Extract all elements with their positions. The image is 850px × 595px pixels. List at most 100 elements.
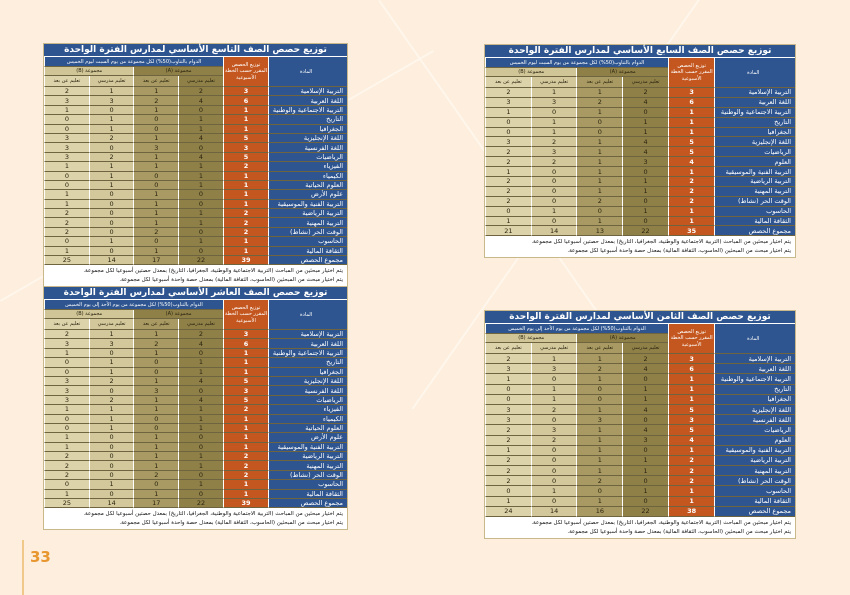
group-b-remote: 1: [44, 433, 89, 443]
group-a-in-school: 1: [622, 455, 668, 467]
group-b-in-school: 0: [530, 177, 577, 187]
table-title: توزيع حصص الصف السابع الأساسي لمدارس الف…: [485, 45, 795, 58]
group-b-remote: 2: [485, 425, 531, 436]
group-b-in-school: 1: [88, 87, 134, 97]
table-row: الكيمياء 1 1 0 1 0: [44, 171, 347, 181]
group-b-in-school: 1: [530, 88, 577, 98]
group-b-in-school: 0: [530, 445, 577, 456]
group-a-remote: 0: [133, 367, 179, 377]
in-school-header: تعليم مدرسي: [88, 76, 134, 87]
subject-name: الرياضيات: [714, 147, 795, 158]
subject-name: الحاسوب: [268, 237, 347, 247]
table-row: التربية الإسلامية 3 2 1 1 2: [485, 88, 795, 98]
group-b-remote: 2: [44, 87, 89, 97]
group-a-remote: 0: [576, 206, 623, 217]
group-a-remote: 0: [576, 394, 623, 405]
group-a-in-school: 4: [178, 96, 223, 106]
group-a-in-school: 1: [622, 177, 668, 187]
remote-header: تعليم عن بعد: [485, 77, 531, 88]
group-b-in-school: 1: [88, 480, 134, 490]
group-a-in-school: 0: [622, 167, 668, 178]
group-a-in-school: 0: [622, 496, 668, 507]
group-b-in-school: 1: [530, 206, 577, 217]
group-b-remote: 1: [44, 442, 89, 453]
table-row: الرياضيات 5 4 1 2 3: [44, 395, 347, 406]
group-a-remote: 2: [133, 227, 179, 238]
group-b-in-school: 1: [530, 354, 577, 365]
weekly-total: 2: [222, 227, 269, 238]
weekly-total: 1: [667, 127, 715, 138]
weekly-total: 3: [222, 143, 269, 153]
table-row: التربية الاجتماعية والوطنية 1 0 1 0 1: [44, 348, 347, 359]
table-row: اللغة العربية 6 4 2 3 3: [44, 96, 347, 106]
group-a-in-school: 1: [178, 358, 223, 368]
group-a-remote: 2: [576, 476, 623, 487]
table-row: الحاسوب 1 1 0 1 0: [485, 206, 795, 217]
subject-name: الرياضيات: [268, 152, 347, 163]
group-names: مجموعة (A) مجموعة (B): [44, 310, 223, 319]
subject-name: التربية الرياضية: [268, 209, 347, 219]
subject-name: التربية الرياضية: [714, 455, 795, 467]
group-a-remote: 1: [133, 348, 179, 359]
table-row: اللغة الإنجليزية 5 4 1 2 3: [485, 404, 795, 416]
subject-name: الجغرافيا: [714, 394, 795, 405]
group-a-remote: 1: [133, 461, 179, 471]
table-row: التربية الرياضية 2 1 1 0 2: [485, 177, 795, 187]
group-a-remote: 1: [133, 199, 179, 210]
weekly-total: 2: [222, 218, 269, 228]
group-a-in-school: 4: [622, 364, 668, 375]
remote-header: تعليم عن بعد: [485, 343, 531, 354]
group-b-in-school: 0: [88, 489, 134, 500]
group-a-remote: 1: [133, 152, 179, 163]
remote-header: تعليم عن بعد: [133, 319, 179, 330]
group-a-remote: 1: [133, 376, 179, 387]
group-b-in-school: 14: [88, 499, 134, 509]
page-number-bar: [22, 540, 24, 595]
group-b-in-school: 2: [88, 133, 134, 144]
group-a-remote: 16: [576, 506, 623, 517]
group-b-remote: 2: [44, 330, 89, 340]
table-row: التربية الفنية والموسيقية 1 0 1 0 1: [485, 167, 795, 178]
subject-header: المادة: [268, 57, 347, 87]
group-b-remote: 2: [485, 177, 531, 187]
subject-name: العلوم: [714, 435, 795, 446]
subject-name: التربية الاجتماعية والوطنية: [714, 374, 795, 385]
group-b-in-school: 0: [88, 470, 134, 481]
group-b-in-school: 0: [88, 461, 134, 471]
group-b-remote: 0: [44, 480, 89, 490]
in-school-header: تعليم مدرسي: [530, 343, 577, 354]
table-row: اللغة الفرنسية 3 0 3 0 3: [485, 415, 795, 426]
weekly-total: 39: [222, 499, 269, 509]
mode-headers: تعليم مدرسي تعليم عن بعد تعليم مدرسي تعليم …: [44, 319, 223, 330]
group-b-in-school: 2: [88, 152, 134, 163]
grade-8-schedule-table: توزيع حصص الصف الثامن الأساسي لمدارس الف…: [484, 310, 796, 540]
subject-name: التربية الفنية والموسيقية: [268, 442, 347, 453]
weekly-total: 4: [667, 435, 715, 446]
group-b-in-school: 3: [88, 96, 134, 106]
group-b-remote: 21: [485, 226, 531, 237]
group-b-remote: 1: [44, 489, 89, 500]
subject-name: مجموع الحصص: [714, 506, 795, 517]
subject-name: اللغة العربية: [714, 364, 795, 375]
table-row: التربية الاجتماعية والوطنية 1 0 1 0 1: [44, 105, 347, 116]
group-b-in-school: 0: [530, 496, 577, 507]
subject-name: الكيمياء: [268, 171, 347, 181]
group-b-in-school: 0: [530, 476, 577, 487]
weekly-total: 1: [667, 374, 715, 385]
group-a-in-school: 1: [178, 461, 223, 471]
table-row: الوقت الحر (نشاط) 2 0 2 0 2: [44, 227, 347, 238]
weekly-total: 3: [667, 415, 715, 426]
group-a-in-school: 4: [178, 133, 223, 144]
subject-name: اللغة الإنجليزية: [714, 404, 795, 416]
subject-name: الثقافة المالية: [714, 496, 795, 507]
weekly-total: 6: [667, 364, 715, 375]
subject-name: التربية الرياضية: [714, 177, 795, 187]
table-row: التربية الإسلامية 3 2 1 1 2: [44, 87, 347, 97]
group-names: مجموعة (A) مجموعة (B): [485, 334, 668, 343]
table-row: الجغرافيا 1 1 0 1 0: [485, 394, 795, 405]
group-a-remote: 1: [133, 190, 179, 200]
table-row: اللغة الإنجليزية 5 4 1 2 3: [44, 133, 347, 144]
weekly-total: 1: [667, 445, 715, 456]
group-b-remote: 1: [485, 107, 531, 118]
group-b-remote: 2: [44, 227, 89, 238]
